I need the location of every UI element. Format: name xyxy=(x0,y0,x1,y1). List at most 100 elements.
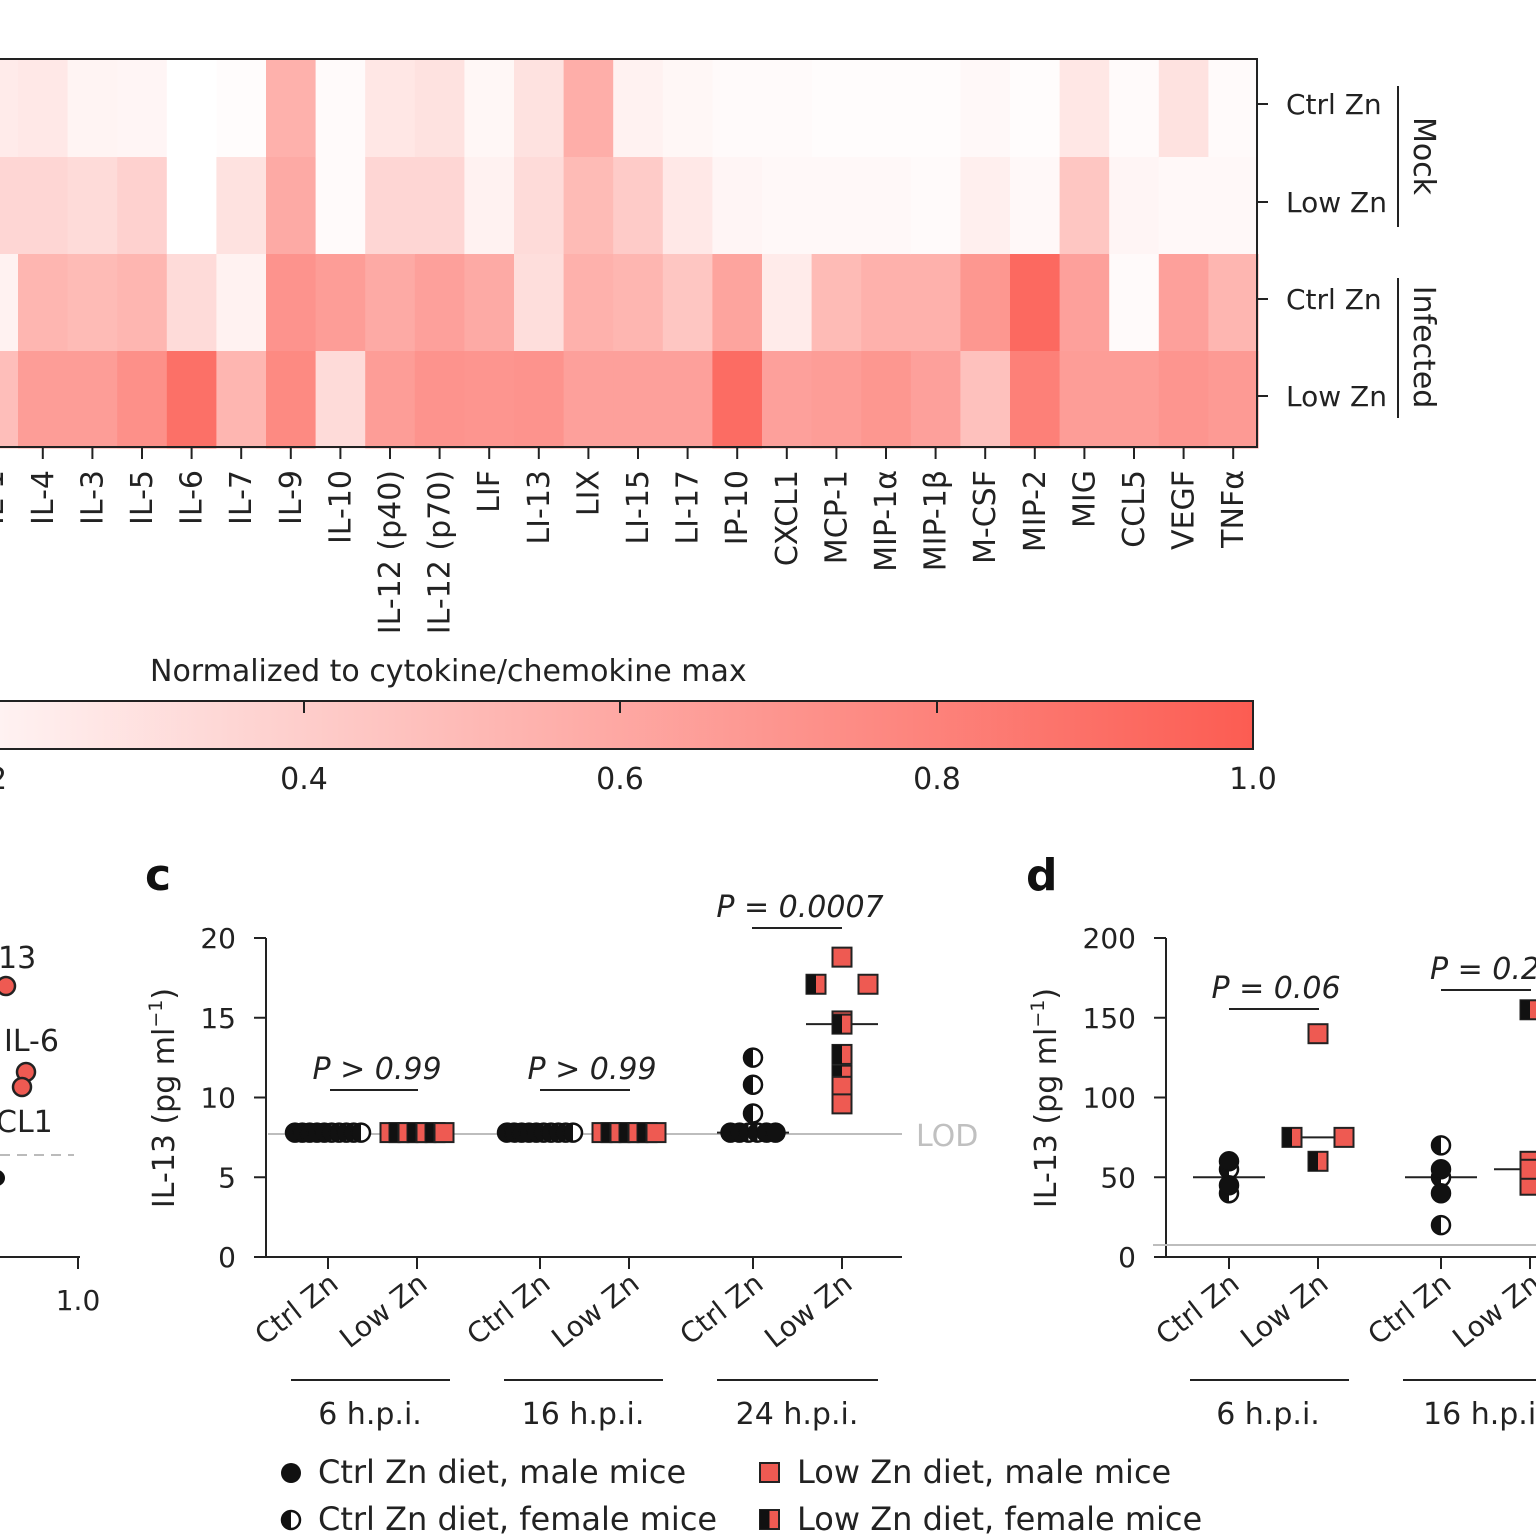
heatmap-cell xyxy=(811,254,862,352)
heatmap-column-label: MIP-1α xyxy=(869,470,904,572)
row-label-mock-ctrl: Ctrl Zn xyxy=(1286,88,1382,121)
data-point-circle-filled xyxy=(1218,1174,1240,1196)
heatmap-frame xyxy=(0,58,1258,448)
x-category-label: Ctrl Zn xyxy=(461,1267,557,1352)
heatmap-cell xyxy=(712,60,763,158)
x-category-label: Low Zn xyxy=(333,1267,433,1355)
data-point-square-half xyxy=(1519,999,1536,1021)
heatmap-cell xyxy=(365,254,416,352)
p-value: P = 0.06 xyxy=(1211,971,1340,1006)
data-point-circle-filled xyxy=(1218,1151,1240,1172)
x-category-label: Ctrl Zn xyxy=(249,1267,345,1352)
heatmap-column-label: IL-12 (p70) xyxy=(423,470,458,634)
p-value: P = 0.0007 xyxy=(716,890,883,925)
heatmap-x-ticks xyxy=(41,447,1235,459)
heatmap-cell xyxy=(216,60,267,158)
data-point-square-half xyxy=(805,973,827,995)
y-tick-label: 0 xyxy=(1118,1241,1136,1274)
data-point-circle-half xyxy=(1430,1214,1452,1236)
heatmap-cell xyxy=(563,60,614,158)
heatmap-cell xyxy=(960,254,1011,352)
heatmap-cell xyxy=(712,157,763,255)
legend-label: Low Zn diet, male mice xyxy=(797,1453,1171,1491)
heatmap-cell xyxy=(563,157,614,255)
heatmap-cell xyxy=(762,254,813,352)
legend: Ctrl Zn diet, male mice Low Zn diet, mal… xyxy=(280,1453,1202,1536)
data-point-square-red xyxy=(1307,1023,1329,1045)
heatmap-cell xyxy=(414,157,465,255)
heatmap-column-label: CXCL1 xyxy=(770,470,805,566)
panel-d-p-values: P = 0.06 P = 0.2 xyxy=(1211,952,1536,1010)
heatmap-cell xyxy=(811,60,862,158)
legend-label: Ctrl Zn diet, male mice xyxy=(318,1453,686,1491)
heatmap-cell xyxy=(67,60,118,158)
heatmap-cell xyxy=(613,351,664,449)
group-label-mock: Mock xyxy=(1406,117,1441,196)
colorbar-label: Normalized to cytokine/chemokine max xyxy=(150,654,747,689)
heatmap-column-label: IL-12 (p40) xyxy=(373,470,408,634)
heatmap-column-label: IP-10 xyxy=(720,470,755,545)
heatmap-cell xyxy=(18,60,69,158)
heatmap-cell xyxy=(662,157,713,255)
colorbar-gradient xyxy=(0,700,1254,750)
heatmap-cell xyxy=(1059,60,1110,158)
p-value: P > 0.99 xyxy=(527,1052,656,1087)
heatmap-column-label: IL-3 xyxy=(75,470,110,525)
y-tick-label: 150 xyxy=(1083,1002,1136,1035)
panel-c-p-values: P > 0.99 P > 0.99 P = 0.0007 xyxy=(312,890,884,1091)
heatmap-column-label: IL-9 xyxy=(274,470,309,525)
heatmap-cell xyxy=(1109,157,1160,255)
heatmap-cell xyxy=(811,157,862,255)
heatmap-cell xyxy=(613,157,664,255)
heatmap-cell xyxy=(464,351,515,449)
heatmap-cell xyxy=(910,60,961,158)
heatmap-column-label: M-CSF xyxy=(968,470,1003,564)
panel-c-time-groups: 6 h.p.i. 16 h.p.i. 24 h.p.i. xyxy=(291,1379,878,1432)
data-point-square-red xyxy=(831,1093,853,1115)
data-point-square-half xyxy=(831,1013,853,1035)
colorbar-tick: 0.4 xyxy=(280,762,328,797)
heatmap-cell xyxy=(662,60,713,158)
heatmap-cell xyxy=(861,60,912,158)
heatmap-column-label: CCL5 xyxy=(1117,470,1152,548)
heatmap-cell xyxy=(0,351,19,449)
p-value: P > 0.99 xyxy=(312,1052,441,1087)
panel-d-time-groups: 6 h.p.i. 16 h.p.i xyxy=(1190,1379,1536,1432)
heatmap-cell xyxy=(514,60,565,158)
heatmap-cell xyxy=(464,157,515,255)
heatmap-cell xyxy=(18,254,69,352)
data-point-square-red xyxy=(1333,1126,1355,1148)
heatmap-cell xyxy=(910,351,961,449)
heatmap-cell xyxy=(1059,157,1110,255)
heatmap-cell xyxy=(266,254,317,352)
heatmap-cell xyxy=(1109,60,1160,158)
heatmap-cell xyxy=(117,351,168,449)
heatmap-cell xyxy=(1158,351,1209,449)
heatmap-cell xyxy=(910,254,961,352)
data-point-square-half xyxy=(1281,1126,1303,1148)
heatmap-cell xyxy=(613,254,664,352)
heatmap-cell xyxy=(0,60,19,158)
y-tick-label: 5 xyxy=(218,1161,236,1194)
heatmap-cell xyxy=(266,157,317,255)
heatmap-cell xyxy=(1158,60,1209,158)
legend-marker-circle-half xyxy=(280,1509,302,1531)
heatmap-cell xyxy=(514,254,565,352)
heatmap-cell xyxy=(514,157,565,255)
panel-d-axes: 0 50 100 150 200 xyxy=(1083,922,1536,1274)
heatmap-column-label: LI-17 xyxy=(671,470,706,545)
data-point-square-red xyxy=(831,946,853,968)
group-label-infected: Infected xyxy=(1406,286,1441,409)
heatmap-cell xyxy=(67,254,118,352)
y-tick-label: 20 xyxy=(200,922,236,955)
heatmap-column-label: MCP-1 xyxy=(819,470,854,564)
panel-b-point xyxy=(0,1170,5,1186)
time-label: 16 h.p.i xyxy=(1423,1397,1536,1432)
colorbar: Normalized to cytokine/chemokine max 2 0… xyxy=(0,654,1277,797)
heatmap-cell xyxy=(266,60,317,158)
row-label-inf-ctrl: Ctrl Zn xyxy=(1286,283,1382,316)
colorbar-tick: 0.8 xyxy=(913,762,961,797)
